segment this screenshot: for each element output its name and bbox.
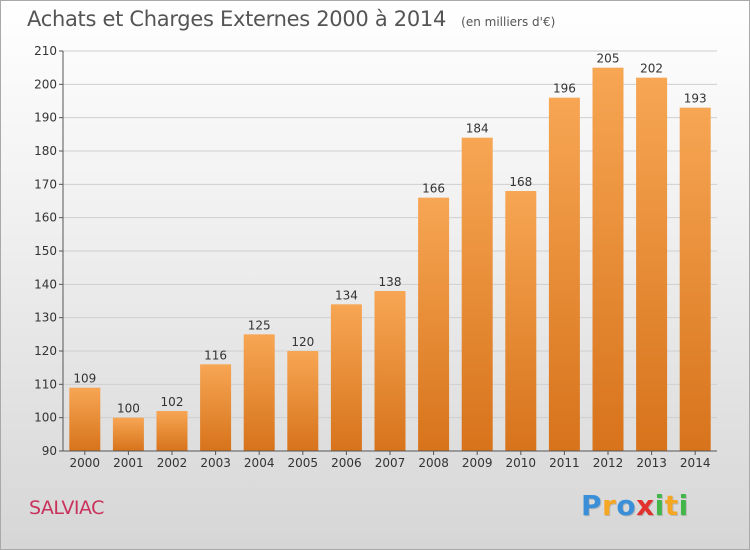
data-label: 202	[640, 62, 663, 76]
y-tick-label: 190	[34, 111, 57, 125]
y-tick-label: 180	[34, 144, 57, 158]
location-label: SALVIAC	[29, 497, 104, 519]
y-tick-label: 160	[34, 211, 57, 225]
bar	[330, 304, 362, 451]
y-tick-label: 170	[34, 177, 57, 191]
logo-letter: o	[616, 489, 637, 522]
data-label: 168	[509, 175, 532, 189]
data-label: 184	[466, 122, 489, 136]
chart-title-block: Achats et Charges Externes 2000 à 2014 (…	[27, 7, 555, 31]
x-tick-label: 2012	[593, 456, 624, 470]
y-tick-label: 140	[34, 277, 57, 291]
bar	[156, 411, 188, 451]
y-tick-label: 150	[34, 244, 57, 258]
bar	[418, 197, 450, 451]
bar	[592, 67, 624, 452]
x-tick-label: 2008	[418, 456, 449, 470]
bar	[548, 97, 580, 452]
proxiti-logo: Proxiti	[581, 489, 689, 525]
bar	[636, 77, 668, 452]
data-label: 116	[204, 348, 227, 362]
chart-title: Achats et Charges Externes 2000 à 2014	[27, 7, 447, 31]
y-tick-label: 90	[42, 444, 57, 458]
bar	[243, 334, 275, 451]
data-label: 102	[161, 395, 184, 409]
data-label: 205	[597, 52, 620, 66]
logo-letter: i	[678, 489, 689, 522]
x-tick-label: 2006	[331, 456, 362, 470]
data-label: 134	[335, 288, 358, 302]
y-tick-label: 130	[34, 311, 57, 325]
data-label: 100	[117, 402, 140, 416]
logo-letter: r	[602, 489, 617, 522]
y-tick-label: 210	[34, 44, 57, 58]
bar	[374, 291, 406, 451]
logo-letter: t	[664, 489, 679, 522]
x-tick-label: 2009	[462, 456, 493, 470]
data-label: 125	[248, 318, 271, 332]
logo-letter: i	[654, 489, 665, 522]
x-tick-label: 2004	[244, 456, 275, 470]
y-tick-label: 110	[34, 377, 57, 391]
x-tick-label: 2000	[70, 456, 101, 470]
logo-letter: P	[581, 489, 603, 522]
x-tick-label: 2014	[680, 456, 711, 470]
data-label: 193	[684, 92, 707, 106]
data-label: 138	[379, 275, 402, 289]
data-label: 120	[291, 335, 314, 349]
bar	[287, 351, 319, 451]
y-tick-label: 120	[34, 344, 57, 358]
bar	[69, 387, 101, 451]
bar	[679, 107, 711, 452]
x-tick-label: 2007	[375, 456, 406, 470]
data-label: 109	[73, 372, 96, 386]
x-tick-label: 2002	[157, 456, 188, 470]
data-label: 196	[553, 82, 576, 96]
x-tick-label: 2010	[506, 456, 537, 470]
bar	[200, 364, 232, 451]
chart-unit: (en milliers d'€)	[461, 15, 556, 29]
logo-letter: x	[636, 489, 655, 522]
y-tick-label: 100	[34, 411, 57, 425]
x-tick-label: 2011	[549, 456, 580, 470]
x-tick-label: 2005	[288, 456, 319, 470]
bar	[112, 417, 144, 451]
data-label: 166	[422, 182, 445, 196]
x-tick-label: 2003	[200, 456, 231, 470]
y-tick-label: 200	[34, 77, 57, 91]
bar	[461, 137, 493, 451]
bar	[505, 191, 537, 451]
x-tick-label: 2001	[113, 456, 144, 470]
x-tick-label: 2013	[636, 456, 667, 470]
